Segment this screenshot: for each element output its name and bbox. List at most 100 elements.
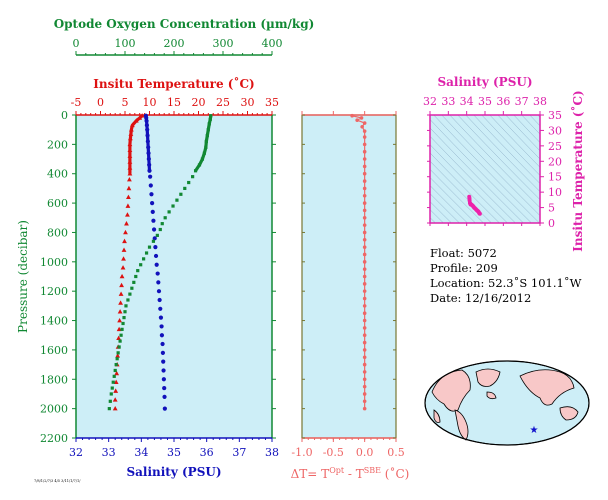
salinity-point [152, 236, 157, 241]
oxygen-point [115, 357, 119, 361]
temperature-tick-label: 10 [143, 96, 157, 109]
delta-point [362, 362, 367, 367]
salinity-point [158, 306, 163, 311]
delta-point [362, 384, 367, 389]
pressure-tick-label: 800 [47, 226, 68, 239]
delta-point [362, 135, 367, 139]
ts-x-tick-label: 32 [423, 95, 437, 108]
ts-y-tick-label: 30 [548, 124, 562, 137]
salinity-point [160, 350, 165, 355]
oxygen-point [155, 233, 159, 237]
delta-point [362, 274, 367, 279]
salinity-point [161, 368, 166, 373]
pressure-tick-label: 1200 [40, 285, 68, 298]
oxygen-point [117, 345, 121, 349]
pressure-tick-label: 0 [61, 109, 68, 122]
pressure-tick-label: 1400 [40, 315, 68, 328]
oxygen-point [163, 216, 167, 220]
pressure-tick-label: 2000 [40, 403, 68, 416]
corner-label: 7/8/1/2/7/3 4/5 3/11/1/7/1/ [34, 479, 81, 483]
float-info: Float: 5072 Profile: 209 Location: 52.3˚… [430, 246, 581, 306]
oxygen-tick-label: 400 [262, 37, 283, 50]
delta-x-tick-label: -0.5 [323, 446, 344, 459]
temperature-axis-label: Insitu Temperature (˚C) [93, 76, 254, 91]
delta-point [362, 340, 367, 345]
temperature-point [125, 212, 130, 217]
oxygen-point [118, 339, 122, 343]
salinity-tick-label: 36 [200, 446, 214, 459]
delta-point [362, 171, 367, 176]
oxygen-point [119, 333, 123, 337]
temperature-point [124, 221, 129, 226]
oxygen-point [107, 407, 111, 411]
world-map: ★ [424, 360, 590, 446]
ts-x-tick-label: 33 [441, 95, 455, 108]
temperature-surface-trace [128, 114, 144, 174]
salinity-point [161, 359, 166, 364]
ts-y-tick-label: 35 [548, 109, 562, 122]
oxygen-tick-label: 200 [164, 37, 185, 50]
salinity-point [148, 183, 153, 188]
oxygen-surface-trace [194, 115, 213, 172]
density-contour [430, 152, 500, 223]
salinity-point [151, 227, 157, 232]
delta-point [362, 245, 367, 249]
delta-point [362, 406, 367, 411]
delta-point [362, 260, 367, 264]
delta-point [362, 179, 367, 183]
delta-plot-area [302, 115, 396, 438]
ts-x-tick-label: 35 [478, 95, 492, 108]
oxygen-point [179, 192, 183, 196]
salinity-point [162, 385, 167, 391]
delta-point [362, 282, 367, 286]
delta-point [362, 121, 367, 125]
delta-x-tick-label: -1.0 [291, 446, 312, 459]
salinity-point [158, 315, 164, 320]
map-landmass [454, 409, 469, 441]
delta-point [362, 186, 367, 191]
salinity-point [149, 192, 154, 197]
density-contour [430, 136, 516, 223]
density-contour [430, 127, 524, 223]
oxygen-point [171, 204, 175, 208]
density-contour [441, 115, 540, 216]
salinity-point [159, 333, 165, 338]
salinity-point [159, 324, 164, 329]
ts-x-tick-label: 37 [515, 95, 529, 108]
oxygen-point [123, 310, 127, 314]
delta-point [362, 296, 367, 301]
salinity-point [156, 289, 162, 294]
salinity-point [154, 262, 159, 267]
temperature-tick-label: 15 [167, 96, 181, 109]
temperature-tick-label: 25 [216, 96, 230, 109]
oxygen-point [111, 380, 115, 384]
delta-point [362, 311, 367, 316]
oxygen-point [158, 227, 162, 232]
map-landmass [433, 409, 441, 423]
salinity-tick-label: 35 [167, 446, 181, 459]
oxygen-point [191, 175, 195, 179]
delta-point [362, 289, 367, 293]
oxygen-point [109, 392, 113, 396]
oxygen-point [151, 239, 156, 243]
oxygen-point [183, 186, 187, 191]
delta-point [362, 399, 367, 404]
oxygen-point [126, 298, 130, 302]
delta-point [362, 208, 367, 213]
ts-y-tick-label: 15 [548, 171, 562, 184]
delta-point [362, 326, 367, 330]
oxygen-point [110, 386, 114, 390]
delta-x-tick-label: 0.5 [387, 446, 405, 459]
ts-x-tick-label: 34 [460, 95, 474, 108]
salinity-point [148, 174, 153, 179]
star-icon: ★ [530, 425, 539, 436]
temperature-point [115, 353, 121, 358]
ts-y-tick-label: 0 [548, 217, 555, 230]
oxygen-point [122, 316, 126, 320]
delta-point [362, 370, 367, 374]
density-contour [473, 115, 540, 184]
oxygen-point [175, 198, 179, 202]
temperature-point [119, 282, 124, 288]
temperature-point [121, 247, 127, 252]
